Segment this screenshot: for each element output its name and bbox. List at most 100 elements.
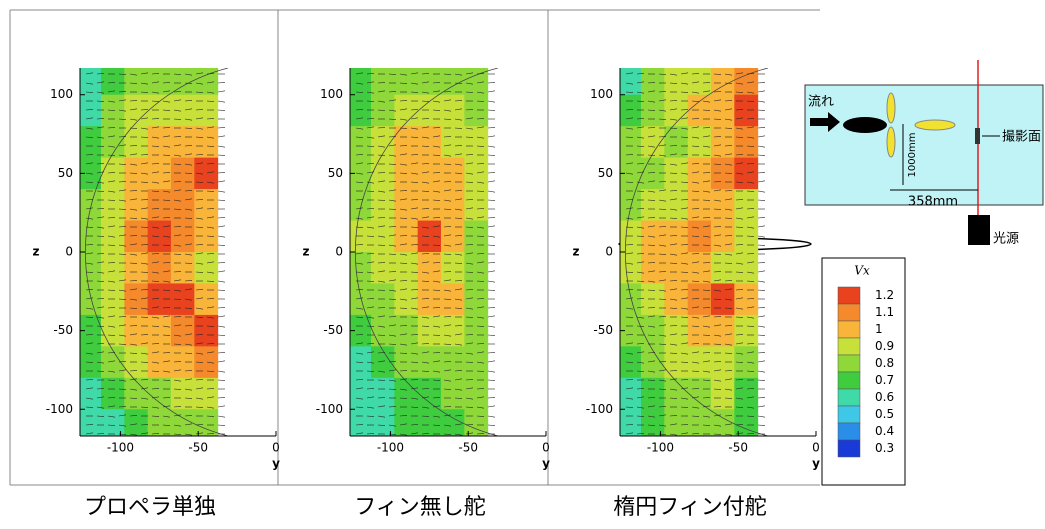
contour-cell xyxy=(688,221,712,253)
vector-arrow xyxy=(488,226,495,227)
contour-cell xyxy=(124,378,148,410)
vector-arrow xyxy=(488,307,495,308)
vector-arrow xyxy=(758,416,765,417)
height-label: 1000mm xyxy=(907,133,918,178)
contour-cell xyxy=(641,378,665,410)
y-tick-label: -50 xyxy=(53,323,73,337)
contour-cell xyxy=(641,315,665,347)
plane-label: 撮影面 xyxy=(1002,129,1041,145)
contour-cell xyxy=(618,252,642,284)
contour-cell xyxy=(78,378,102,410)
contour-cell xyxy=(688,189,712,221)
contour-cell xyxy=(711,189,735,221)
contour-cell xyxy=(148,283,172,315)
vector-arrow xyxy=(488,397,495,398)
contour-cell xyxy=(101,158,125,190)
contour-cell xyxy=(464,126,488,158)
tank xyxy=(805,85,1043,205)
contour-cell xyxy=(124,63,148,95)
contour-cell xyxy=(441,283,465,315)
vector-arrow xyxy=(758,200,765,201)
contour-cell xyxy=(441,189,465,221)
y-tick-label: 100 xyxy=(320,87,343,101)
x-axis-label: y xyxy=(272,457,280,471)
vector-arrow xyxy=(488,155,495,156)
vector-arrow xyxy=(218,82,225,83)
contour-cell xyxy=(78,95,102,127)
vector-arrow xyxy=(218,361,225,362)
contour-cell xyxy=(688,126,712,158)
y-tick-label: -100 xyxy=(316,402,343,416)
setup-diagram: 流れ 撮影面 1000mm 358mm 光源 xyxy=(805,60,1043,247)
x-tick-label: 0 xyxy=(272,441,280,455)
colorbar-swatch xyxy=(838,355,860,372)
contour-cell xyxy=(664,378,688,410)
contour-cell xyxy=(371,221,395,253)
vector-arrow xyxy=(488,290,495,291)
contour-cell xyxy=(464,95,488,127)
contour-cell xyxy=(394,283,418,315)
x-tick-label: 0 xyxy=(542,441,550,455)
contour-field xyxy=(78,63,228,441)
contour-cell xyxy=(194,221,218,253)
colorbar-swatch xyxy=(838,389,860,406)
vector-arrow xyxy=(488,281,495,282)
contour-cell xyxy=(464,378,488,410)
vector-arrow xyxy=(218,290,225,291)
vector-arrow xyxy=(218,281,225,282)
x-tick-label: -50 xyxy=(728,441,748,455)
vector-arrow xyxy=(758,226,765,227)
vector-arrow xyxy=(758,155,765,156)
colorbar-swatch xyxy=(838,338,860,355)
y-tick-label: 0 xyxy=(335,245,343,259)
vector-arrow xyxy=(488,110,495,111)
y-axis-label: z xyxy=(33,245,40,259)
vector-arrow xyxy=(488,172,495,173)
colorbar-swatch xyxy=(838,406,860,423)
vector-arrow xyxy=(758,271,765,272)
contour-cell xyxy=(124,283,148,315)
vector-arrow xyxy=(758,181,765,182)
vector-arrow xyxy=(488,136,495,137)
contour-cell xyxy=(78,221,102,253)
contour-cell xyxy=(171,95,195,127)
colorbar-swatch xyxy=(838,321,860,338)
contour-cell xyxy=(418,378,442,410)
vector-arrow xyxy=(218,155,225,156)
contour-cell xyxy=(194,95,218,127)
contour-cell xyxy=(688,283,712,315)
contour-cell xyxy=(171,189,195,221)
contour-cell xyxy=(194,252,218,284)
contour-cell xyxy=(711,221,735,253)
contour-cell xyxy=(711,346,735,378)
vector-arrow xyxy=(218,425,225,426)
plane-mark xyxy=(975,128,980,144)
caption: プロペラ単独 xyxy=(84,495,216,520)
caption: 楕円フィン付舵 xyxy=(613,495,767,520)
contour-cell xyxy=(194,126,218,158)
contour-cell xyxy=(441,95,465,127)
contour-cell xyxy=(394,189,418,221)
contour-cell xyxy=(148,158,172,190)
x-tick-label: -50 xyxy=(188,441,208,455)
hull xyxy=(843,117,887,133)
vector-arrow xyxy=(488,416,495,417)
vector-arrow xyxy=(758,380,765,381)
vector-arrow xyxy=(758,91,765,92)
contour-cell xyxy=(418,221,442,253)
vector-arrow xyxy=(488,146,495,147)
contour-cell xyxy=(101,63,125,95)
contour-cell xyxy=(734,95,758,127)
x-axis-label: y xyxy=(542,457,550,471)
vector-arrow xyxy=(758,406,765,407)
vector-arrow xyxy=(218,200,225,201)
vector-arrow xyxy=(488,316,495,317)
contour-cell xyxy=(194,315,218,347)
contour-cell xyxy=(348,63,372,95)
contour-cell xyxy=(464,189,488,221)
contour-cell xyxy=(734,126,758,158)
contour-cell xyxy=(711,378,735,410)
colorbar-label: 0.8 xyxy=(875,356,894,370)
contour-cell xyxy=(664,315,688,347)
contour-cell xyxy=(618,95,642,127)
